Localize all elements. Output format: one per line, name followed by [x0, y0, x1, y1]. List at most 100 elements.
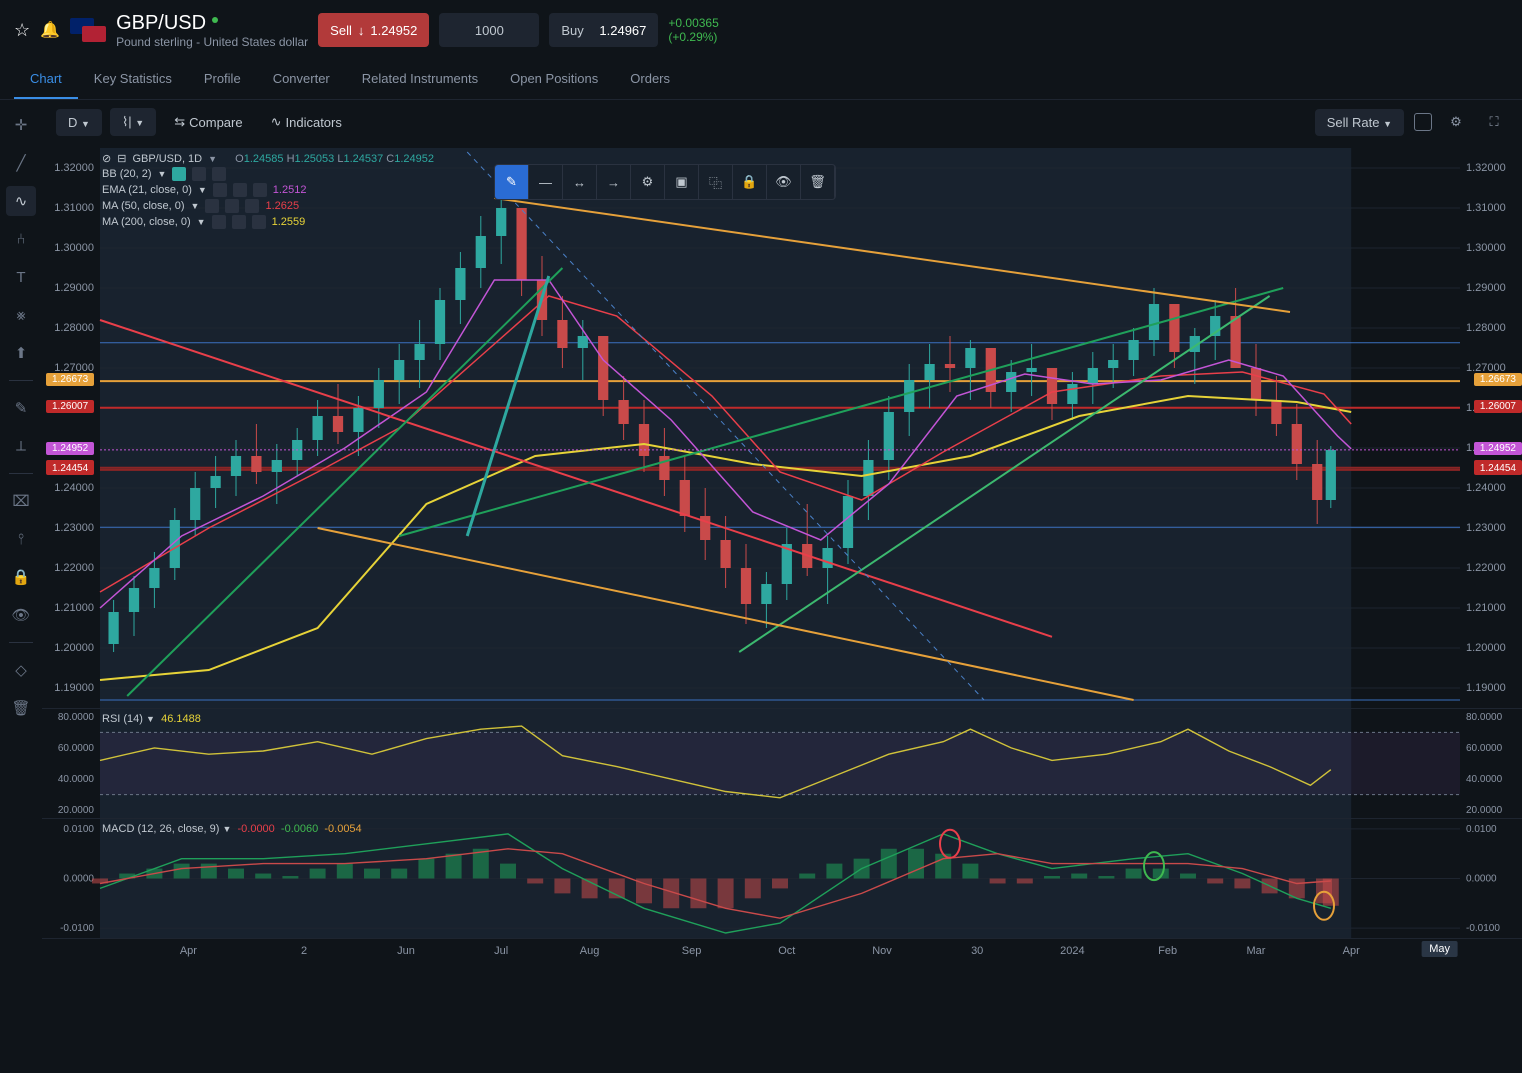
chevron-down-icon[interactable]: ▼ — [197, 217, 206, 227]
line-style-3[interactable]: → — [597, 165, 631, 199]
diamond-tool[interactable]: ◇ — [6, 655, 36, 685]
legend-title: GBP/USD, 1D — [132, 153, 202, 165]
line-style-1[interactable]: ― — [529, 165, 563, 199]
svg-text:1.28000: 1.28000 — [54, 322, 94, 334]
chevron-down-icon[interactable]: ▼ — [208, 154, 217, 164]
draw-eye-icon[interactable]: 👁 — [767, 165, 801, 199]
candle-style-select[interactable]: ⌇| ▼ — [110, 108, 156, 136]
interval-select[interactable]: D ▼ — [56, 109, 102, 136]
bb-toggle[interactable] — [172, 167, 186, 181]
delete-tool[interactable]: 🗑 — [6, 693, 36, 723]
sell-rate-select[interactable]: Sell Rate ▼ — [1315, 109, 1404, 136]
ema-settings[interactable] — [233, 183, 247, 197]
compare-button[interactable]: ⇆Compare — [164, 108, 252, 136]
arrow-up-tool[interactable]: ⬆ — [6, 338, 36, 368]
legend-ma50-label: MA (50, close, 0) — [102, 200, 185, 212]
ma50-remove[interactable] — [245, 199, 259, 213]
tab-related-instruments[interactable]: Related Instruments — [346, 60, 494, 99]
price-tag: 1.26673 — [46, 373, 94, 386]
trendline-tool[interactable]: ╱ — [6, 148, 36, 178]
svg-text:1.22000: 1.22000 — [1466, 562, 1506, 574]
svg-text:1.30000: 1.30000 — [1466, 242, 1506, 254]
settings-icon[interactable]: ⚙ — [1442, 108, 1470, 136]
line-style-2[interactable]: ↔ — [563, 165, 597, 199]
fullscreen-icon[interactable]: ⛶ — [1480, 108, 1508, 136]
time-tick: 30 — [971, 945, 983, 957]
draw-trash-icon[interactable]: 🗑 — [801, 165, 835, 199]
buy-button[interactable]: Buy 1.24967 — [549, 13, 658, 47]
indicators-button[interactable]: ∿Indicators — [261, 108, 352, 136]
drawing-tools-sidebar: ✛ ╱ ∿ ⑃ T ⨳ ⬆ ✎ ⟂ ⌧ ⫯ 🔒 👁 ◇ 🗑 — [0, 104, 42, 729]
rsi-legend: RSI (14) ▼ 46.1488 — [102, 713, 201, 725]
time-tick: Apr — [1343, 945, 1360, 957]
pair-description: Pound sterling - United States dollar — [116, 35, 308, 49]
ma50-settings[interactable] — [225, 199, 239, 213]
ema-remove[interactable] — [253, 183, 267, 197]
main-chart-panel[interactable]: 1.320001.320001.310001.310001.300001.300… — [42, 148, 1522, 708]
price-tag: 1.26673 — [1474, 373, 1522, 386]
time-tick: Feb — [1158, 945, 1177, 957]
alert-icon[interactable]: 🔔 — [40, 20, 60, 40]
ruler-tool[interactable]: ⟂ — [6, 431, 36, 461]
checkmark-icon[interactable]: ⊘ — [102, 152, 111, 165]
ema-toggle[interactable] — [213, 183, 227, 197]
chevron-down-icon[interactable]: ▼ — [222, 824, 231, 834]
crosshair-tool[interactable]: ✛ — [6, 110, 36, 140]
lock-tool[interactable]: 🔒 — [6, 562, 36, 592]
ma200-remove[interactable] — [252, 215, 266, 229]
macd-panel[interactable]: 0.01000.01000.00000.0000-0.0100-0.0100 M… — [42, 818, 1522, 938]
svg-text:0.0100: 0.0100 — [1466, 824, 1497, 835]
square-icon[interactable] — [1414, 113, 1432, 131]
pattern-tool[interactable]: ⨳ — [6, 300, 36, 330]
chevron-down-icon[interactable]: ▼ — [191, 201, 200, 211]
ma200-settings[interactable] — [232, 215, 246, 229]
svg-text:1.23000: 1.23000 — [1466, 522, 1506, 534]
favorite-icon[interactable]: ☆ — [14, 20, 30, 41]
time-tick: Mar — [1247, 945, 1266, 957]
svg-text:1.30000: 1.30000 — [54, 242, 94, 254]
price-tag: 1.26007 — [46, 400, 94, 413]
svg-text:1.29000: 1.29000 — [54, 282, 94, 294]
draw-copy-icon[interactable]: ⿻ — [699, 165, 733, 199]
svg-text:1.23000: 1.23000 — [54, 522, 94, 534]
fib-tool[interactable]: ∿ — [6, 186, 36, 216]
draw-lock-icon[interactable]: 🔒 — [733, 165, 767, 199]
text-tool[interactable]: T — [6, 262, 36, 292]
magnet-tool[interactable]: ⌧ — [6, 486, 36, 516]
tab-converter[interactable]: Converter — [257, 60, 346, 99]
svg-text:80.0000: 80.0000 — [1466, 712, 1503, 723]
quantity-input[interactable]: 1000 — [439, 13, 539, 47]
chevron-down-icon[interactable]: ▼ — [198, 185, 207, 195]
chevron-down-icon[interactable]: ▼ — [158, 169, 167, 179]
svg-text:1.24000: 1.24000 — [54, 482, 94, 494]
time-tick: Oct — [778, 945, 795, 957]
bb-remove[interactable] — [212, 167, 226, 181]
time-tick: Nov — [872, 945, 892, 957]
legend-ma200-label: MA (200, close, 0) — [102, 216, 191, 228]
brush-tool[interactable]: ✎ — [6, 393, 36, 423]
time-tick: Aug — [580, 945, 600, 957]
price-tag: 1.26007 — [1474, 400, 1522, 413]
tab-chart[interactable]: Chart — [14, 60, 78, 99]
rsi-panel[interactable]: 80.000080.000060.000060.000040.000040.00… — [42, 708, 1522, 818]
ma200-toggle[interactable] — [212, 215, 226, 229]
pair-title: GBP/USD Pound sterling - United States d… — [116, 12, 308, 49]
tab-profile[interactable]: Profile — [188, 60, 257, 99]
draw-settings-icon[interactable]: ⚙ — [631, 165, 665, 199]
sell-button[interactable]: Sell ↓ 1.24952 — [318, 13, 429, 47]
draw-edit-icon[interactable]: ✎ — [495, 165, 529, 199]
legend-ema-label: EMA (21, close, 0) — [102, 184, 192, 196]
tab-open-positions[interactable]: Open Positions — [494, 60, 614, 99]
symbol-icon[interactable]: ⊟ — [117, 152, 126, 165]
tab-key-statistics[interactable]: Key Statistics — [78, 60, 188, 99]
bb-settings[interactable] — [192, 167, 206, 181]
pitchfork-tool[interactable]: ⑃ — [6, 224, 36, 254]
draw-layers-icon[interactable]: ▣ — [665, 165, 699, 199]
chart-tool[interactable]: ⫯ — [6, 524, 36, 554]
svg-text:80.0000: 80.0000 — [58, 712, 95, 723]
eye-tool[interactable]: 👁 — [6, 600, 36, 630]
chevron-down-icon[interactable]: ▼ — [146, 714, 155, 724]
tab-orders[interactable]: Orders — [614, 60, 686, 99]
svg-text:40.0000: 40.0000 — [1466, 774, 1503, 785]
ma50-toggle[interactable] — [205, 199, 219, 213]
